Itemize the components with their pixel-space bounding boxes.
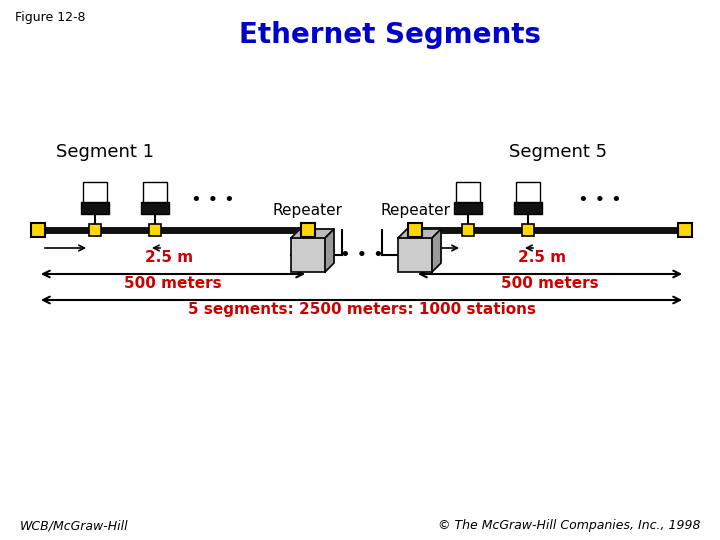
Text: • • •: • • •	[191, 191, 235, 209]
Text: 2.5 m: 2.5 m	[145, 250, 193, 265]
Text: • • •: • • •	[340, 246, 384, 264]
FancyBboxPatch shape	[31, 223, 45, 237]
FancyBboxPatch shape	[141, 202, 169, 214]
FancyBboxPatch shape	[149, 224, 161, 236]
FancyBboxPatch shape	[454, 202, 482, 214]
Text: Segment 5: Segment 5	[509, 143, 607, 161]
FancyBboxPatch shape	[81, 202, 109, 214]
Text: WCB/McGraw-Hill: WCB/McGraw-Hill	[20, 519, 129, 532]
FancyBboxPatch shape	[301, 223, 315, 237]
Polygon shape	[325, 229, 334, 272]
FancyBboxPatch shape	[83, 182, 107, 202]
FancyBboxPatch shape	[522, 224, 534, 236]
Polygon shape	[432, 229, 441, 272]
Text: • • •: • • •	[578, 191, 622, 209]
Text: © The McGraw-Hill Companies, Inc., 1998: © The McGraw-Hill Companies, Inc., 1998	[438, 519, 700, 532]
FancyBboxPatch shape	[514, 202, 542, 214]
Polygon shape	[398, 229, 441, 238]
Text: 5 segments: 2500 meters: 1000 stations: 5 segments: 2500 meters: 1000 stations	[187, 302, 536, 317]
Text: 2.5 m: 2.5 m	[518, 250, 566, 265]
Text: Figure 12-8: Figure 12-8	[15, 11, 86, 24]
Text: Segment 1: Segment 1	[56, 143, 154, 161]
FancyBboxPatch shape	[89, 224, 101, 236]
Text: Ethernet Segments: Ethernet Segments	[239, 21, 541, 49]
FancyBboxPatch shape	[143, 182, 167, 202]
Polygon shape	[291, 229, 334, 238]
Text: 500 meters: 500 meters	[124, 276, 222, 291]
FancyBboxPatch shape	[291, 238, 325, 272]
FancyBboxPatch shape	[516, 182, 540, 202]
Text: Repeater: Repeater	[273, 204, 343, 219]
FancyBboxPatch shape	[408, 223, 422, 237]
Text: 500 meters: 500 meters	[501, 276, 599, 291]
FancyBboxPatch shape	[398, 238, 432, 272]
Text: Repeater: Repeater	[380, 204, 450, 219]
FancyBboxPatch shape	[456, 182, 480, 202]
FancyBboxPatch shape	[678, 223, 692, 237]
FancyBboxPatch shape	[462, 224, 474, 236]
